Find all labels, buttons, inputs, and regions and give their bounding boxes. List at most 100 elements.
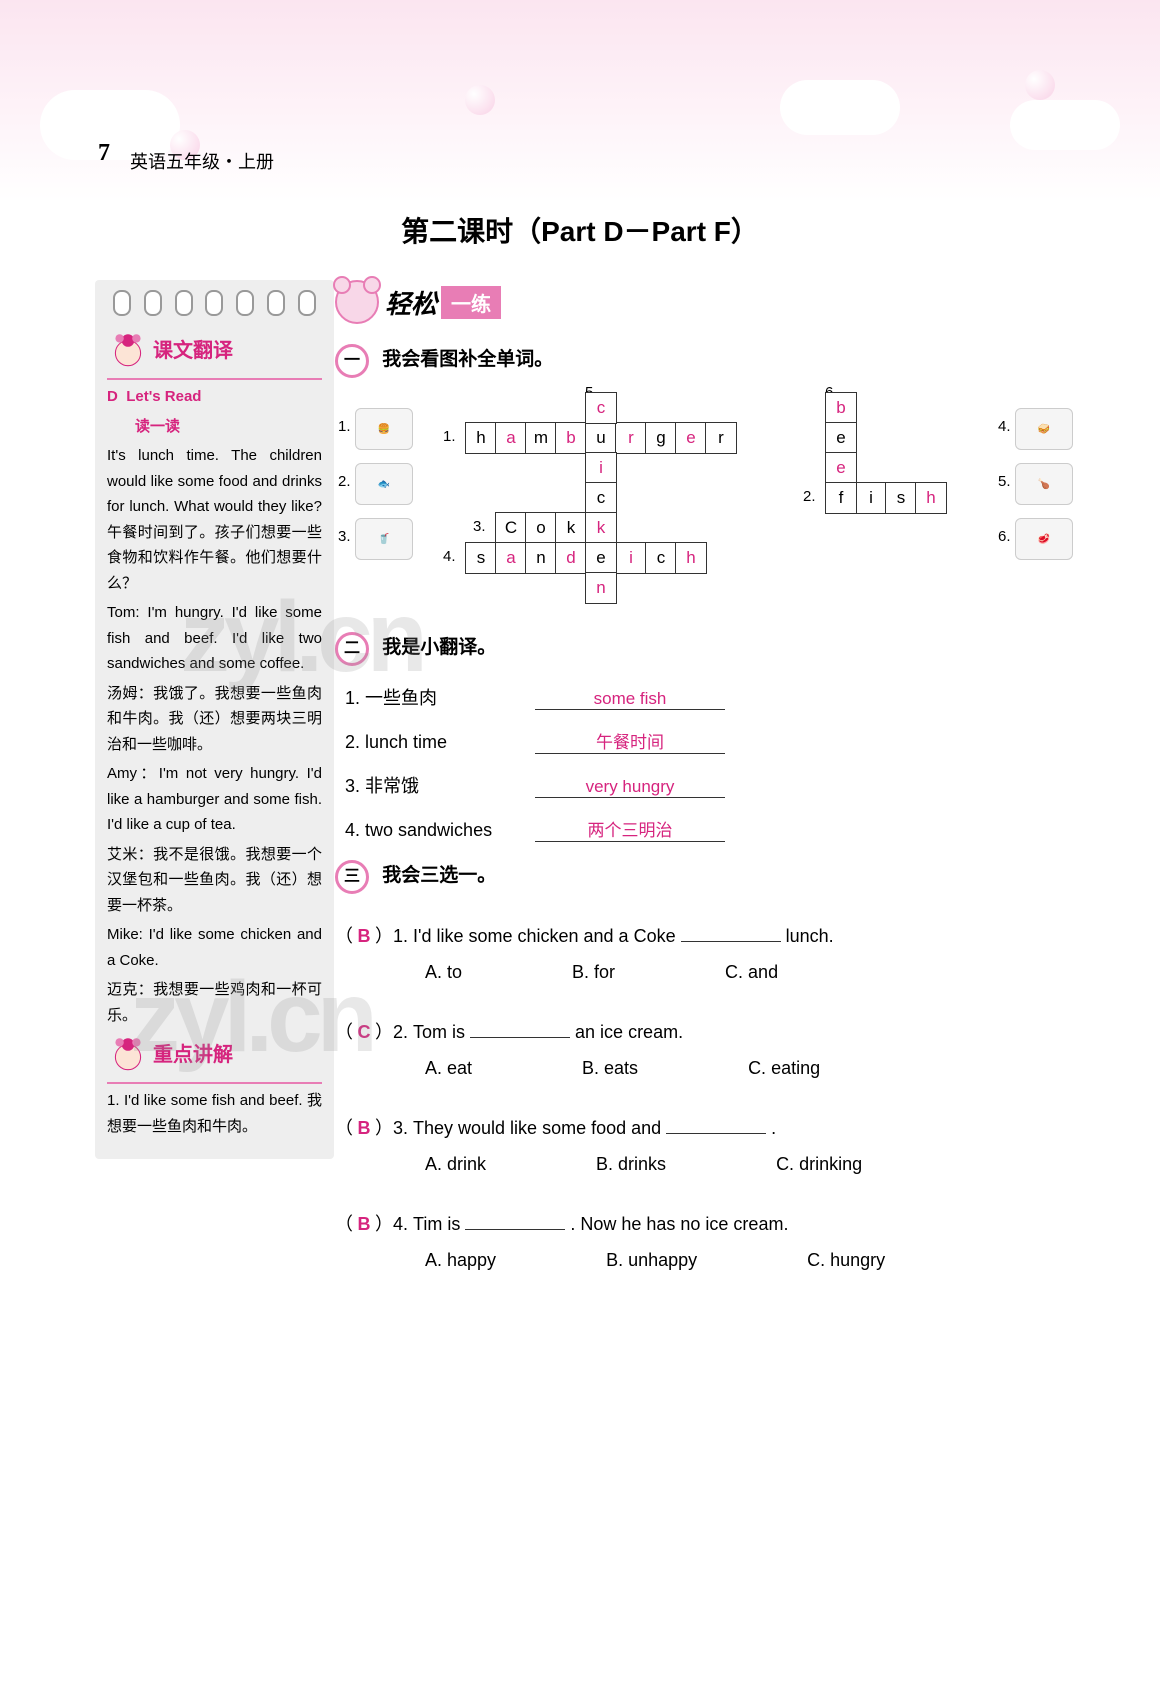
crossword-cell: i <box>855 482 887 514</box>
section-marker: 二 <box>335 632 369 666</box>
icon-num: 4. <box>998 418 1011 435</box>
mcq-option: B. for <box>572 954 615 990</box>
crossword-cell: C <box>495 512 527 544</box>
mcq-answer: B <box>358 1118 371 1138</box>
lets-read-en: Let's Read <box>126 388 201 405</box>
translate-item: 3. 非常饿very hungry <box>345 772 1075 798</box>
translate-answer: some fish <box>535 689 725 710</box>
section-marker: 三 <box>335 860 369 894</box>
blank <box>465 1211 565 1230</box>
mcq-item: （ C ）2. Tom is an ice cream.A. eatB. eat… <box>335 1014 1075 1086</box>
beef-icon: 🥩 <box>1015 518 1073 560</box>
bear-icon <box>335 280 379 324</box>
keypoint-note: 1. I'd like some fish and beef. 我想要一些鱼肉和… <box>107 1088 322 1139</box>
girl-icon <box>107 330 149 372</box>
lesson-title: 第二课时（Part D－Part F） <box>0 210 1160 250</box>
intro-text: It's lunch time. The children would like… <box>107 443 322 596</box>
mcq-option: B. unhappy <box>606 1242 697 1278</box>
mcq-list: （ B ）1. I'd like some chicken and a Coke… <box>335 918 1075 1278</box>
mcq-options: A. happy B. unhappy C. hungry <box>425 1242 1075 1278</box>
crossword-cell: i <box>585 452 617 484</box>
row-num: 2. <box>803 488 816 505</box>
tom-dialogue-en: Tom: I'm hungry. I'd like some fish and … <box>107 600 322 677</box>
lets-read-cn: 读一读 <box>135 414 322 440</box>
section-title-text: 我是小翻译。 <box>382 637 496 658</box>
tom-dialogue-cn: 汤姆：我饿了。我想要一些鱼肉和牛肉。我（还）想要两块三明治和一些咖啡。 <box>107 681 322 758</box>
crossword-cell: d <box>555 542 587 574</box>
cloud-decoration <box>1010 100 1120 150</box>
hamburger-icon: 🍔 <box>355 408 413 450</box>
crossword-cell: r <box>705 422 737 454</box>
crossword-cell: o <box>525 512 557 544</box>
practice-heading: 轻松 一练 <box>335 280 1075 324</box>
crossword-cell: n <box>525 542 557 574</box>
moon-decoration <box>1025 70 1055 100</box>
crossword-cell: u <box>585 422 617 454</box>
crossword-cell: a <box>495 542 527 574</box>
mcq-item: （ B ）1. I'd like some chicken and a Coke… <box>335 918 1075 990</box>
sidebar-heading-translation: 课文翻译 <box>107 330 322 372</box>
mcq-answer: B <box>358 1214 371 1234</box>
sandwich-icon: 🥪 <box>1015 408 1073 450</box>
crossword-cell: e <box>585 542 617 574</box>
translate-answer: 两个三明治 <box>535 816 725 842</box>
icon-num: 5. <box>998 473 1011 490</box>
mcq-option: C. drinking <box>776 1146 862 1182</box>
workbook-page: 7 英语五年级・上册 第二课时（Part D－Part F） 课文翻译 D Le… <box>0 0 1160 1702</box>
sidebar-heading-text: 课文翻译 <box>153 334 233 368</box>
chicken-icon: 🍗 <box>1015 463 1073 505</box>
section3-title: 三 我会三选一。 <box>335 860 1075 894</box>
translate-label: 1. 一些鱼肉 <box>345 684 535 710</box>
mcq-answer: C <box>358 1022 371 1042</box>
crossword-cell: a <box>495 422 527 454</box>
crossword-cell: e <box>825 422 857 454</box>
translate-label: 2. lunch time <box>345 732 535 753</box>
amy-dialogue-cn: 艾米：我不是很饿。我想要一个汉堡包和一些鱼肉。我（还）想要一杯茶。 <box>107 842 322 919</box>
row-num: 3. <box>473 518 486 535</box>
row-num: 4. <box>443 548 456 565</box>
section2-title: 二 我是小翻译。 <box>335 632 1075 666</box>
crossword-cell: f <box>825 482 857 514</box>
mcq-option: B. drinks <box>596 1146 666 1182</box>
mcq-answer: B <box>358 926 371 946</box>
mcq-option: A. drink <box>425 1146 486 1182</box>
crossword-cell: e <box>675 422 707 454</box>
translate-item: 2. lunch time午餐时间 <box>345 728 1075 754</box>
translate-label: 3. 非常饿 <box>345 772 535 798</box>
translate-list: 1. 一些鱼肉some fish 2. lunch time午餐时间 3. 非常饿v… <box>345 684 1075 842</box>
translate-label: 4. two sandwiches <box>345 820 535 841</box>
translate-item: 4. two sandwiches两个三明治 <box>345 816 1075 842</box>
crossword-cell: c <box>585 482 617 514</box>
crossword-cell: c <box>645 542 677 574</box>
mcq-item: （ B ）3. They would like some food and .A… <box>335 1110 1075 1182</box>
crossword-cell: n <box>585 572 617 604</box>
mike-dialogue-cn: 迈克：我想要一些鸡肉和一杯可乐。 <box>107 977 322 1028</box>
crossword-cell: c <box>585 392 617 424</box>
part-d-label: D <box>107 388 118 405</box>
mcq-item: （ B ）4. Tim is . Now he has no ice cream… <box>335 1206 1075 1278</box>
coke-icon: 🥤 <box>355 518 413 560</box>
crossword-cell: b <box>555 422 587 454</box>
mike-dialogue-en: Mike: I'd like some chicken and a Coke. <box>107 922 322 973</box>
icon-num: 3. <box>338 528 351 545</box>
page-number: 7 <box>98 140 110 167</box>
crossword-cell: k <box>555 512 587 544</box>
row-num: 1. <box>443 428 456 445</box>
blank <box>666 1115 766 1134</box>
mcq-option: C. hungry <box>807 1242 885 1278</box>
crossword-cell: i <box>615 542 647 574</box>
mcq-option: C. eating <box>748 1050 820 1086</box>
icon-num: 2. <box>338 473 351 490</box>
notebook-rings <box>107 290 322 316</box>
sidebar-translation: 课文翻译 D Let's Read 读一读 It's lunch time. T… <box>95 280 334 1159</box>
blank <box>470 1019 570 1038</box>
sidebar-heading-keypoints: 重点讲解 <box>107 1034 322 1076</box>
girl-icon <box>107 1034 149 1076</box>
mcq-options: A. toB. forC. and <box>425 954 1075 990</box>
mcq-option: A. happy <box>425 1242 496 1278</box>
amy-dialogue-en: Amy：I'm not very hungry. I'd like a hamb… <box>107 761 322 838</box>
blank <box>681 923 781 942</box>
translate-answer: 午餐时间 <box>535 728 725 754</box>
section-title-text: 我会看图补全单词。 <box>382 349 553 370</box>
crossword-cell: s <box>465 542 497 574</box>
